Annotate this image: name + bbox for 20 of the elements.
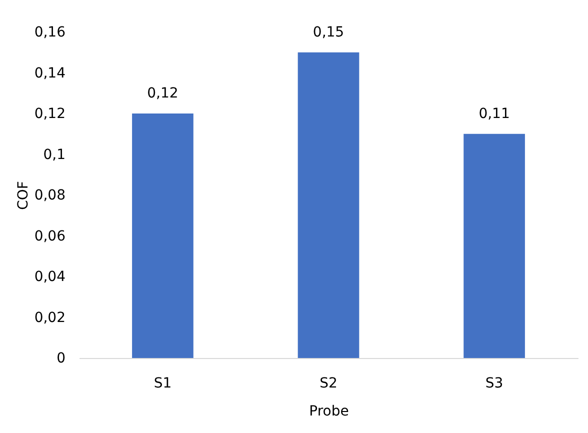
data-label: 0,11 bbox=[478, 106, 510, 122]
y-tick-label: 0,08 bbox=[34, 188, 66, 204]
y-tick-label: 0,02 bbox=[34, 310, 66, 326]
y-tick-label: 0,04 bbox=[34, 269, 66, 285]
y-tick-label: 0 bbox=[56, 350, 66, 366]
y-tick-label: 0,12 bbox=[34, 106, 66, 122]
bar bbox=[132, 114, 194, 358]
data-label: 0,12 bbox=[147, 86, 178, 102]
x-tick-label: S3 bbox=[485, 376, 504, 392]
y-axis-title: COF bbox=[15, 181, 32, 210]
x-tick-label: S2 bbox=[320, 376, 338, 392]
data-label: 0,15 bbox=[312, 24, 344, 40]
x-axis-title: Probe bbox=[309, 404, 349, 420]
y-tick-label: 0,06 bbox=[34, 228, 66, 244]
y-tick-label: 0,14 bbox=[34, 65, 66, 82]
y-tick-label: 0,1 bbox=[43, 146, 66, 163]
bar bbox=[298, 52, 360, 358]
x-tick-label: S1 bbox=[154, 376, 172, 392]
y-tick-label: 0,16 bbox=[34, 24, 66, 40]
bar bbox=[464, 134, 525, 358]
